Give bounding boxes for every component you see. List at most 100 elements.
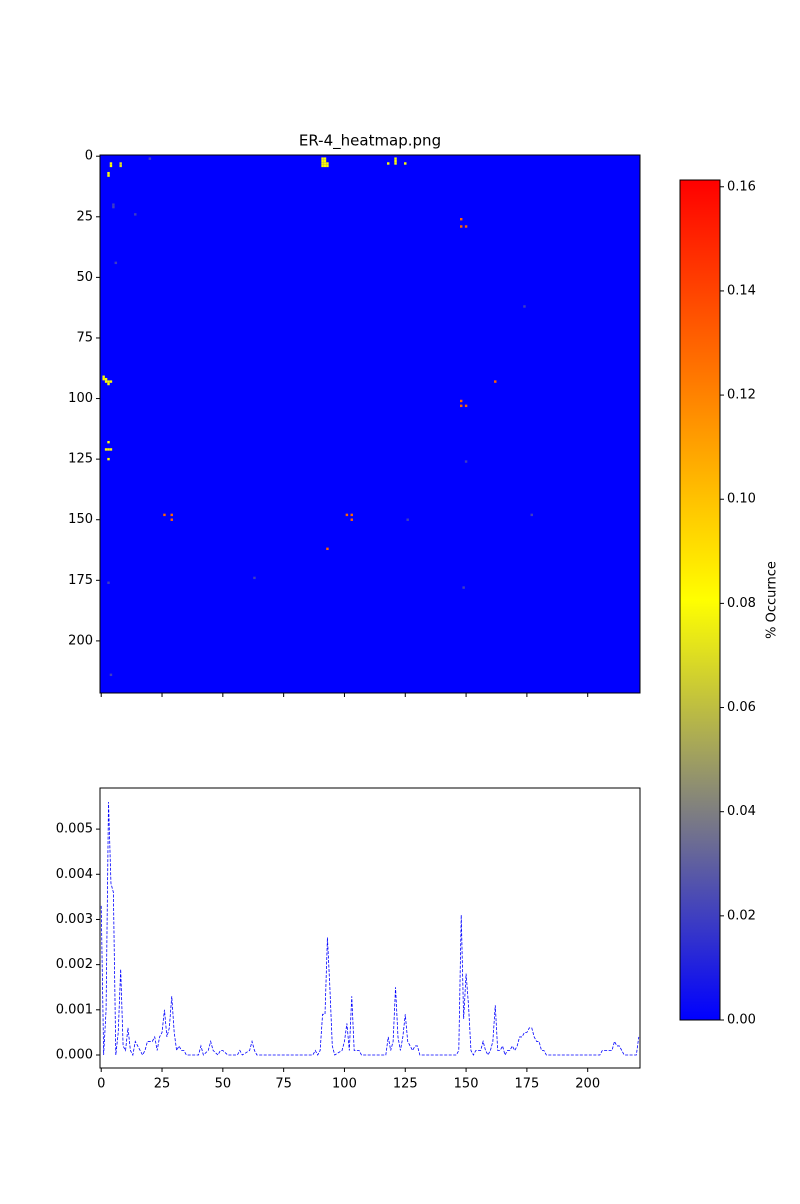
heatmap-cell xyxy=(460,218,463,221)
heatmap-cell xyxy=(464,460,468,463)
y-tick-label: 175 xyxy=(68,573,93,588)
heatmap-cell xyxy=(404,162,407,165)
heatmap-cell xyxy=(112,205,115,209)
heatmap-cell xyxy=(394,162,397,165)
y-tick-label: 200 xyxy=(68,633,93,648)
x-tick-label: 25 xyxy=(154,1077,171,1092)
heatmap-cell xyxy=(464,225,468,228)
plot-frame xyxy=(99,154,641,694)
heatmap-cell xyxy=(394,159,397,163)
heatmap-cell xyxy=(107,457,110,461)
y-tick-label: 50 xyxy=(76,270,93,285)
heatmap-cell xyxy=(102,375,105,378)
heatmap-cell xyxy=(107,448,110,451)
heatmap-cell xyxy=(109,164,113,168)
heatmap-cell xyxy=(494,380,497,383)
colorbar-tick-label: 0.14 xyxy=(727,283,756,298)
colorbar-tick-label: 0.04 xyxy=(727,804,756,819)
x-tick-label: 50 xyxy=(215,1077,232,1092)
x-tick-label: 100 xyxy=(332,1077,357,1092)
x-tick-label: 200 xyxy=(575,1077,600,1092)
heatmap-cell xyxy=(112,203,115,206)
heatmap-cell xyxy=(321,157,324,160)
heatmap-cell xyxy=(170,513,173,517)
colorbar-tick-label: 0.08 xyxy=(727,596,756,611)
y-tick-label: 25 xyxy=(76,209,93,224)
heatmap-cell xyxy=(119,164,122,168)
heatmap-cell xyxy=(109,162,113,165)
heatmap-cell xyxy=(109,673,113,677)
heatmap-cell xyxy=(394,157,397,160)
heatmap-cell xyxy=(464,404,468,408)
x-tick-label: 75 xyxy=(275,1077,292,1092)
y-tick-label: 0.005 xyxy=(56,822,93,837)
chart-title: ER-4_heatmap.png xyxy=(299,132,441,151)
y-tick-label: 0.002 xyxy=(56,957,93,972)
heatmap-cell xyxy=(107,171,110,175)
colorbar-tick-label: 0.10 xyxy=(727,492,756,507)
x-tick-label: 125 xyxy=(393,1077,418,1092)
heatmap-cell xyxy=(323,157,327,160)
heatmap-cell xyxy=(104,448,108,451)
heatmap-cell xyxy=(530,513,533,517)
plot-frame xyxy=(99,787,641,1069)
y-tick-label: 0.003 xyxy=(56,912,93,927)
heatmap-cell xyxy=(253,576,256,580)
heatmap-cell xyxy=(107,382,110,386)
y-tick-label: 0.000 xyxy=(56,1047,93,1062)
heatmap-cell xyxy=(107,174,110,177)
y-tick-label: 0.004 xyxy=(56,867,93,882)
y-tick-label: 0.001 xyxy=(56,1002,93,1017)
heatmap-cell xyxy=(323,162,327,165)
heatmap-cell xyxy=(326,162,329,165)
heatmap-cell xyxy=(107,380,110,383)
colorbar-tick-label: 0.16 xyxy=(727,179,756,194)
heatmap-cell xyxy=(104,377,108,381)
heatmap-cell xyxy=(350,518,353,521)
colorbar-tick-label: 0.12 xyxy=(727,388,756,403)
heatmap-cell xyxy=(107,581,110,584)
heatmap-cell xyxy=(104,380,108,383)
heatmap-cell xyxy=(460,399,463,403)
heatmap-cell xyxy=(462,586,465,589)
heatmap-cell xyxy=(163,513,166,517)
colorbar-tick-label: 0.06 xyxy=(727,700,756,715)
heatmap-cell xyxy=(170,518,173,521)
heatmap-cell xyxy=(323,164,327,168)
heatmap-cell xyxy=(387,162,390,165)
heatmap-cell xyxy=(321,159,324,163)
heatmap-cell xyxy=(109,380,113,383)
heatmap-background xyxy=(100,155,640,693)
heatmap-cell xyxy=(345,513,349,517)
heatmap-cell xyxy=(460,225,463,228)
y-tick-label: 0 xyxy=(85,149,93,164)
heatmap-cell xyxy=(323,159,327,163)
colorbar-tick-label: 0.02 xyxy=(727,908,756,923)
colorbar xyxy=(679,179,721,1021)
heatmap-cell xyxy=(148,157,152,160)
y-tick-label: 75 xyxy=(76,330,93,345)
heatmap-cell xyxy=(107,440,110,444)
x-tick-label: 175 xyxy=(514,1077,539,1092)
y-tick-label: 100 xyxy=(68,391,93,406)
heatmap-cell xyxy=(119,162,122,165)
y-tick-label: 150 xyxy=(68,512,93,527)
colorbar-label: % Occurnce xyxy=(765,561,780,639)
heatmap-cell xyxy=(321,164,324,168)
x-tick-label: 0 xyxy=(97,1077,105,1092)
heatmap-cell xyxy=(460,404,463,408)
line-series xyxy=(100,801,640,1057)
heatmap-cell xyxy=(350,513,353,517)
y-tick-label: 125 xyxy=(68,452,93,467)
heatmap-cell xyxy=(326,547,329,551)
heatmap-cell xyxy=(102,377,105,381)
heatmap-cell xyxy=(109,448,113,451)
heatmap-cell xyxy=(523,305,526,308)
heatmap-cell xyxy=(326,164,329,168)
heatmap-cell xyxy=(406,518,409,521)
heatmap-cell xyxy=(134,213,137,216)
x-tick-label: 150 xyxy=(454,1077,479,1092)
colorbar-tick-label: 0.00 xyxy=(727,1013,756,1028)
heatmap-cell xyxy=(114,261,118,265)
